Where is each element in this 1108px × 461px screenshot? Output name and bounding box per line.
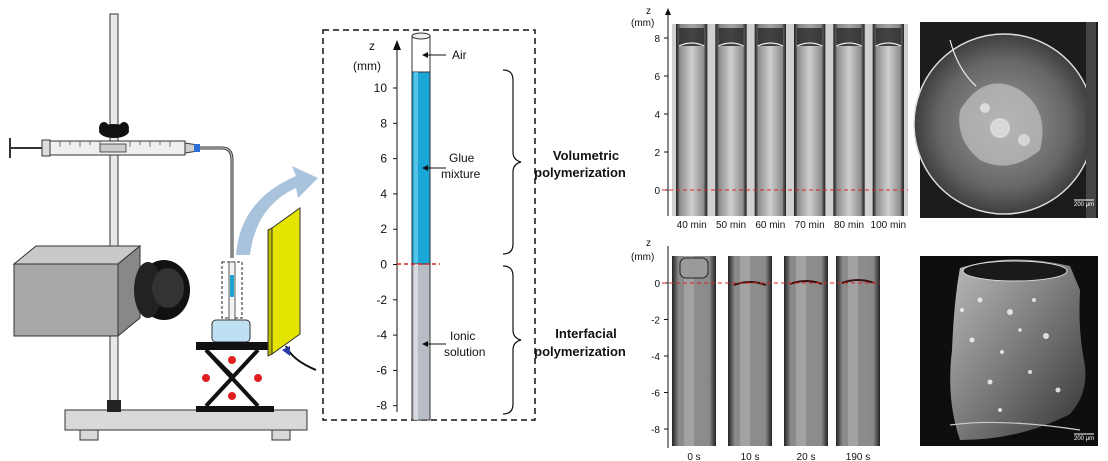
capillary-schematic [397, 32, 440, 421]
int-time-label: 10 s [741, 452, 760, 461]
z-tick-label: 4 [380, 187, 387, 201]
sem-bottom-image: 200 μm [920, 256, 1098, 446]
vol-tick-label: 2 [654, 148, 660, 159]
tube-holder [211, 319, 251, 343]
light-screen [267, 207, 317, 371]
vol-time-label: 60 min [755, 220, 785, 231]
z-tick-label: 10 [374, 81, 388, 95]
int-z-label: z [646, 238, 651, 249]
interfacial-photo-panel: z (mm) 0 -2 -4 -6 -8 0 s 10 s 20 s 190 s [631, 238, 880, 461]
int-tick-label: -6 [651, 389, 660, 400]
volumetric-brace [502, 69, 522, 255]
int-z-unit: (mm) [631, 252, 654, 263]
vol-time-label: 70 min [795, 220, 825, 231]
z-tick-label: 8 [380, 116, 387, 130]
ionic-label-2: solution [444, 345, 485, 359]
int-tick-label: -4 [651, 352, 660, 363]
vol-time-label: 80 min [834, 220, 864, 231]
interfacial-brace [502, 265, 522, 415]
vol-tick-label: 0 [654, 186, 660, 197]
ionic-label-1: Ionic [450, 329, 475, 343]
glue-label-1: Glue [449, 151, 475, 165]
int-time-label: 0 s [687, 452, 700, 461]
z-tick-label: 0 [380, 258, 387, 272]
z-axis-label: z [369, 39, 375, 53]
z-tick-label: -8 [376, 399, 387, 413]
glue-label-2: mixture [441, 167, 481, 181]
vol-z-label: z [646, 6, 651, 17]
layer-labels: Air Glue mixture Ionic solution [422, 48, 485, 359]
air-label: Air [452, 48, 467, 62]
clamp-knob [99, 122, 129, 138]
int-tick-label: -2 [651, 316, 660, 327]
camera [12, 244, 190, 338]
z-tick-label: -4 [376, 328, 387, 342]
z-tick-label: -6 [376, 363, 387, 377]
sem-top-scale: 200 μm [1074, 202, 1094, 208]
z-tick-label: -2 [376, 293, 387, 307]
vol-time-label: 50 min [716, 220, 746, 231]
int-time-label: 20 s [797, 452, 816, 461]
volumetric-label-2: polymerization [534, 165, 626, 180]
vol-time-label: 100 min [871, 220, 907, 231]
int-tick-label: 0 [654, 279, 660, 290]
interfacial-label-1: Interfacial [555, 326, 616, 341]
int-time-label: 190 s [846, 452, 870, 461]
volumetric-label-1: Volumetric [553, 148, 619, 163]
interfacial-label-2: polymerization [534, 344, 626, 359]
z-axis-unit: (mm) [353, 59, 381, 73]
apparatus [9, 13, 318, 441]
stand-pole [109, 13, 119, 411]
zoom-panel [322, 29, 536, 421]
stand-base [64, 409, 308, 431]
zoom-arrow [236, 166, 318, 255]
volumetric-photo-panel: z (mm) 8 6 4 2 0 40 min 50 min 60 min 70 min 80 … [631, 6, 908, 231]
vol-z-unit: (mm) [631, 18, 654, 29]
lab-jack [196, 342, 274, 412]
syringe [9, 138, 200, 158]
sem-top-image: 200 μm [913, 22, 1098, 218]
vol-tick-label: 6 [654, 72, 660, 83]
z-tick-label: 2 [380, 222, 387, 236]
z-axis: z (mm) 10 8 6 4 2 0 -2 -4 -6 -8 [353, 39, 401, 413]
vol-tick-label: 8 [654, 34, 660, 45]
int-tick-label: -8 [651, 425, 660, 436]
vol-tick-label: 4 [654, 110, 660, 121]
tubing [200, 146, 234, 258]
vol-time-label: 40 min [677, 220, 707, 231]
z-tick-label: 6 [380, 152, 387, 166]
sem-bottom-scale: 200 μm [1074, 436, 1094, 442]
